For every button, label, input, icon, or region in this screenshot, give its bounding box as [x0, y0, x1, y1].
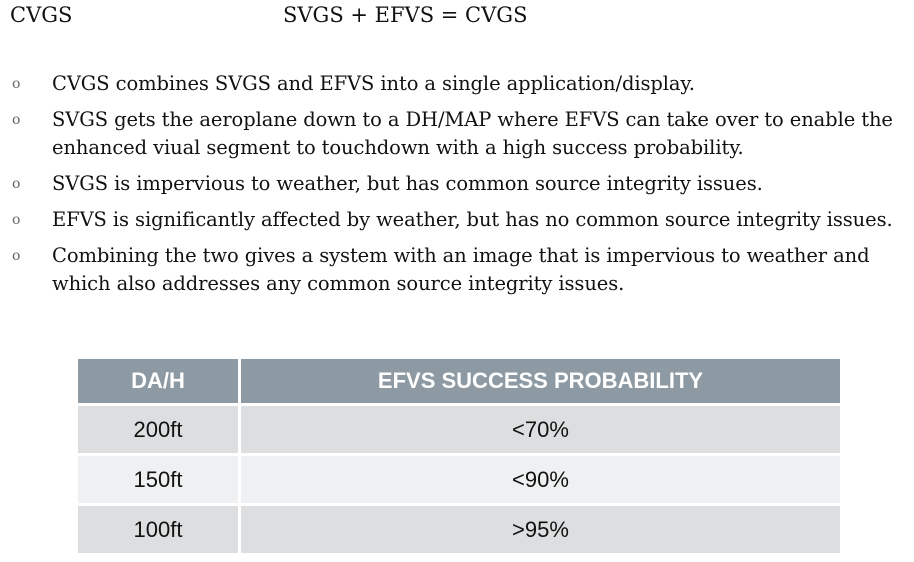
table-row: 100ft >95%: [78, 504, 840, 556]
table-row: 150ft <90%: [78, 454, 840, 506]
hollow-circle-bullet-icon: o: [12, 76, 21, 92]
cell-dah: 200ft: [78, 404, 241, 456]
equation-heading: SVGS + EFVS = CVGS: [283, 3, 528, 27]
bullet-text: Combining the two gives a system with an…: [52, 244, 870, 295]
hollow-circle-bullet-icon: o: [12, 176, 21, 192]
hollow-circle-bullet-icon: o: [12, 248, 21, 264]
table-row: 200ft <70%: [78, 404, 840, 456]
cell-dah: 150ft: [78, 454, 241, 506]
cell-probability: >95%: [239, 504, 840, 556]
table-header-row: DA/H EFVS SUCCESS PROBABILITY: [78, 359, 840, 406]
hollow-circle-bullet-icon: o: [12, 212, 21, 228]
hollow-circle-bullet-icon: o: [12, 112, 21, 128]
header-dah: DA/H: [78, 359, 241, 406]
cell-probability: <90%: [239, 454, 840, 506]
list-item: o SVGS is impervious to weather, but has…: [0, 170, 914, 198]
list-item: o Combining the two gives a system with …: [0, 242, 914, 298]
list-item: o SVGS gets the aeroplane down to a DH/M…: [0, 106, 914, 162]
efvs-probability-table: DA/H EFVS SUCCESS PROBABILITY 200ft <70%…: [78, 359, 840, 556]
page-title: CVGS: [10, 3, 73, 27]
list-item: o CVGS combines SVGS and EFVS into a sin…: [0, 70, 914, 98]
header-success-probability: EFVS SUCCESS PROBABILITY: [239, 359, 840, 406]
list-item: o EFVS is significantly affected by weat…: [0, 206, 914, 234]
cell-dah: 100ft: [78, 504, 241, 556]
bullet-text: EFVS is significantly affected by weathe…: [52, 208, 893, 231]
bullet-text: SVGS is impervious to weather, but has c…: [52, 172, 763, 195]
bullet-text: CVGS combines SVGS and EFVS into a singl…: [52, 72, 695, 95]
bullet-list: o CVGS combines SVGS and EFVS into a sin…: [0, 70, 914, 306]
cell-probability: <70%: [239, 404, 840, 456]
probability-table-container: DA/H EFVS SUCCESS PROBABILITY 200ft <70%…: [78, 359, 840, 556]
bullet-text: SVGS gets the aeroplane down to a DH/MAP…: [52, 108, 893, 159]
